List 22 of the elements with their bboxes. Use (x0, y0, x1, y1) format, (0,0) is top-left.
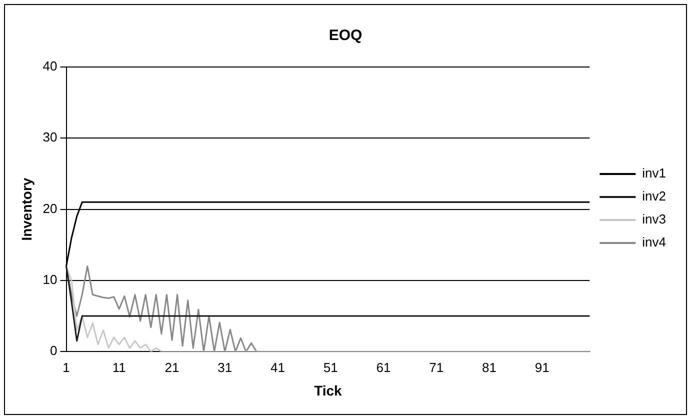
x-tick-label: 21 (164, 360, 180, 375)
x-tick-label: 41 (270, 360, 285, 375)
y-tick-label: 0 (50, 343, 58, 358)
x-tick-label: 71 (429, 360, 444, 375)
y-tick-label: 10 (42, 272, 58, 288)
y-tick-label: 30 (42, 130, 58, 145)
x-tick-label: 81 (482, 360, 496, 375)
chart-title: EOQ (328, 27, 362, 44)
x-tick-label: 51 (323, 360, 338, 375)
x-tick-label: 31 (218, 360, 232, 375)
legend-label: inv1 (642, 166, 666, 181)
x-tick-label: 91 (534, 360, 550, 375)
x-tick-label: 11 (112, 360, 126, 375)
legend-label: inv3 (642, 212, 666, 227)
legend-label: inv2 (642, 188, 666, 204)
x-tick-label: 1 (62, 360, 70, 375)
y-tick-label: 20 (42, 200, 58, 216)
x-axis-title: Tick (314, 382, 342, 398)
y-axis-title: Inventory (18, 178, 34, 241)
legend-label: inv4 (642, 234, 666, 250)
y-tick-label: 40 (42, 58, 58, 74)
x-tick-label: 61 (376, 360, 391, 375)
